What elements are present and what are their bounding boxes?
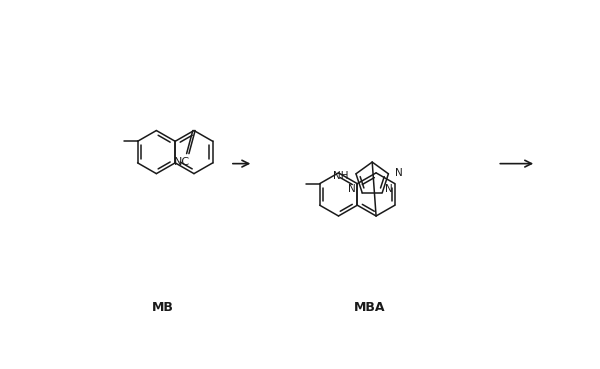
Text: MBA: MBA xyxy=(354,301,385,314)
Text: MB: MB xyxy=(152,301,173,314)
Text: N: N xyxy=(395,168,403,178)
Text: N: N xyxy=(385,184,393,194)
Text: N: N xyxy=(348,184,356,194)
Text: NH: NH xyxy=(333,171,348,181)
Text: NC: NC xyxy=(173,157,190,167)
